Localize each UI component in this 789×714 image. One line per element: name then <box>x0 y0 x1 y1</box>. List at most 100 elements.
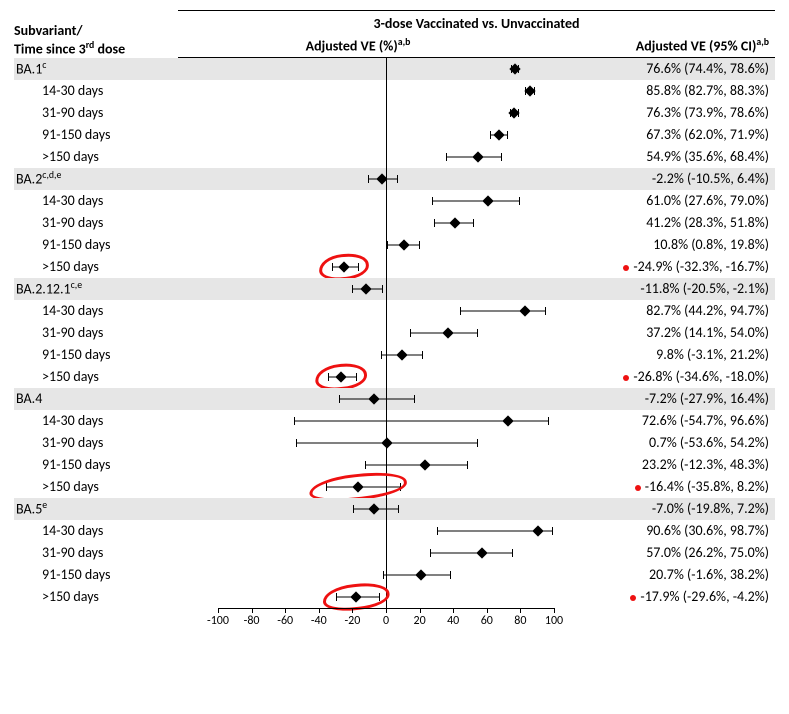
plot-cell <box>206 234 566 256</box>
axis-tick-label: -100 <box>207 614 229 628</box>
plot-cell <box>206 498 566 520</box>
highlight-dot-icon <box>635 485 641 491</box>
row-label: BA.4 <box>14 388 206 410</box>
table-row: BA.5e-7.0% (-19.8%, 7.2%) <box>14 498 775 520</box>
ci-cap <box>430 549 431 557</box>
header-row: Subvariant/ Time since 3rd dose 3-dose V… <box>14 10 775 58</box>
group-label-sup: c,e <box>71 279 82 291</box>
table-row: 91-150 days 67.3% (62.0%, 71.9%) <box>14 124 775 146</box>
plot-cell <box>206 168 566 190</box>
row-label: 14-30 days <box>14 410 206 432</box>
forest-plot-container: Subvariant/ Time since 3rd dose 3-dose V… <box>0 0 789 638</box>
ci-cap <box>450 571 451 579</box>
main-title: 3-dose Vaccinated vs. Unvaccinated <box>178 11 775 34</box>
plot-cell <box>206 520 566 542</box>
plot-cell <box>206 432 566 454</box>
zero-line <box>386 278 387 300</box>
point-estimate-icon <box>502 415 513 426</box>
ci-cap <box>365 461 366 469</box>
ci-text: 57.0% (26.2%, 75.0%) <box>566 542 775 564</box>
axis-cell: -100-80-60-40-20020406080100 <box>206 608 566 634</box>
table-row: 14-30 days 85.8% (82.7%, 88.3%) <box>14 80 775 102</box>
ci-text: 9.8% (-3.1%, 21.2%) <box>566 344 775 366</box>
plot-cell <box>206 388 566 410</box>
point-estimate-icon <box>450 217 461 228</box>
table-row: 14-30 days82.7% (44.2%, 94.7%) <box>14 300 775 322</box>
plot-cell <box>206 586 566 608</box>
ci-text: -2.2% (-10.5%, 6.4%) <box>566 168 775 190</box>
axis-tick <box>319 608 320 613</box>
ci-text: -17.9% (-29.6%, -4.2%) <box>566 586 775 608</box>
row-label: 91-150 days <box>14 344 206 366</box>
zero-line <box>386 300 387 322</box>
ci-cap <box>410 329 411 337</box>
ci-text: 76.3% (73.9%, 78.6%) <box>566 102 775 124</box>
axis-tick <box>252 608 253 613</box>
ci-cap <box>356 373 357 381</box>
row-label: 14-30 days <box>14 190 206 212</box>
row-label: 91-150 days <box>14 124 206 146</box>
ci-cap <box>519 197 520 205</box>
row-label: 14-30 days <box>14 80 206 102</box>
ci-text: 61.0% (27.6%, 79.0%) <box>566 190 775 212</box>
row-label: 31-90 days <box>14 432 206 454</box>
table-row: >150 days-17.9% (-29.6%, -4.2%) <box>14 586 775 608</box>
ci-value: 76.6% (74.4%, 78.6%) <box>646 60 769 77</box>
point-estimate-icon <box>483 195 494 206</box>
point-estimate-icon <box>443 327 454 338</box>
ci-cap <box>545 307 546 315</box>
ci-text: 90.6% (30.6%, 98.7%) <box>566 520 775 542</box>
ci-text: 72.6% (-54.7%, 96.6%) <box>566 410 775 432</box>
ci-cap <box>400 483 401 491</box>
table-row: BA.2c,d,e -2.2% (-10.5%, 6.4%) <box>14 168 775 190</box>
highlight-dot-icon <box>623 265 629 271</box>
ci-cap <box>434 219 435 227</box>
axis-tick <box>453 608 454 613</box>
ci-cap <box>398 505 399 513</box>
ci-cap <box>446 153 447 161</box>
axis-tick-label: -80 <box>244 614 260 628</box>
ci-cap <box>477 439 478 447</box>
point-estimate-icon <box>361 283 372 294</box>
plot-cell <box>206 366 566 388</box>
row-label: 31-90 days <box>14 212 206 234</box>
ci-cap <box>477 329 478 337</box>
ci-bar <box>432 200 518 201</box>
ci-cap <box>294 417 295 425</box>
axis-tick-label: -60 <box>277 614 293 628</box>
group-label-sup: c,d,e <box>42 169 61 181</box>
plot-column-title: Adjusted VE (%)a,b <box>178 34 538 57</box>
ci-cap <box>432 197 433 205</box>
ci-cap <box>379 593 380 601</box>
plot-cell <box>206 476 566 498</box>
plot-cell <box>206 542 566 564</box>
ci-value: 85.8% (82.7%, 88.3%) <box>646 82 769 99</box>
axis-tick-label: 60 <box>481 614 493 628</box>
forest-plot-table: BA.1c76.6% (74.4%, 78.6%)14-30 days85.8%… <box>14 58 775 634</box>
ci-text: 23.2% (-12.3%, 48.3%) <box>566 454 775 476</box>
axis-row: -100-80-60-40-20020406080100 <box>14 608 775 634</box>
ci-text: 76.6% (74.4%, 78.6%) <box>566 58 775 80</box>
axis-tick-label: 100 <box>545 614 563 628</box>
group-label-sup: c <box>42 59 46 71</box>
ci-cap <box>382 285 383 293</box>
ci-value: -7.2% (-27.9%, 16.4%) <box>645 390 769 407</box>
ci-text: -16.4% (-35.8%, 8.2%) <box>566 476 775 498</box>
zero-line <box>386 212 387 234</box>
axis-tick <box>420 608 421 613</box>
row-label: BA.2c,d,e <box>14 168 206 190</box>
row-label: BA.5e <box>14 498 206 520</box>
row-label: >150 days <box>14 256 206 278</box>
axis-spacer-right <box>566 608 775 634</box>
ci-value: 67.3% (62.0%, 71.9%) <box>646 126 769 143</box>
ci-text: -24.9% (-32.3%, -16.7%) <box>566 256 775 278</box>
axis-tick-label: 40 <box>447 614 459 628</box>
ci-value: -2.2% (-10.5%, 6.4%) <box>652 170 769 187</box>
point-estimate-icon <box>398 239 409 250</box>
zero-line <box>386 256 387 278</box>
group-label: BA.4 <box>16 390 42 407</box>
zero-line <box>386 80 387 102</box>
plot-cell <box>206 212 566 234</box>
group-label: BA.2.12.1 <box>16 281 71 298</box>
point-estimate-icon <box>353 481 364 492</box>
